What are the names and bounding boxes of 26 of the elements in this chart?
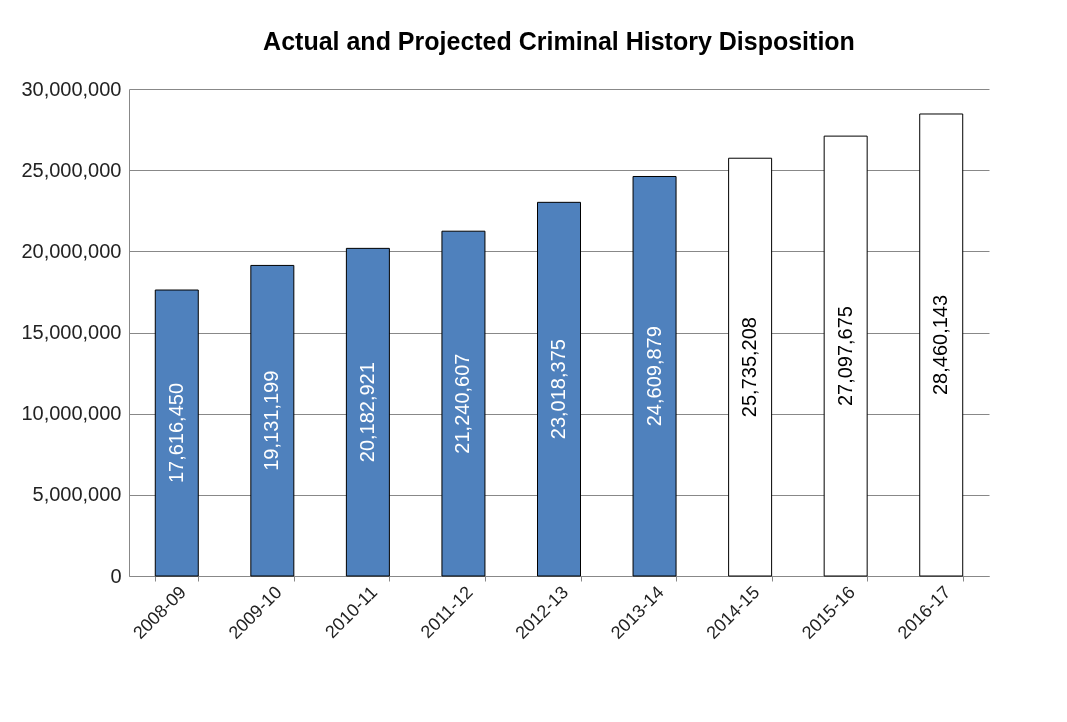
data-label: 17,616,450 bbox=[164, 382, 187, 484]
y-tick-label: 15,000,000 bbox=[21, 321, 122, 343]
data-label: 25,735,208 bbox=[738, 317, 761, 418]
data-label: 19,131,199 bbox=[260, 370, 283, 471]
bar bbox=[345, 247, 390, 577]
bar bbox=[632, 176, 677, 577]
bar bbox=[250, 264, 295, 577]
data-label: 28,460,143 bbox=[929, 294, 952, 396]
data-label: 27,097,675 bbox=[833, 306, 856, 407]
y-tick-label: 25,000,000 bbox=[21, 158, 122, 181]
bar bbox=[154, 289, 199, 577]
bar bbox=[728, 157, 773, 577]
y-tick-label: 20,000,000 bbox=[21, 239, 122, 262]
y-tick-label: 30,000,000 bbox=[21, 77, 122, 100]
data-label: 21,240,607 bbox=[451, 353, 474, 454]
y-tick-label: 0 bbox=[110, 564, 122, 587]
bar bbox=[537, 201, 581, 577]
bar bbox=[441, 230, 486, 577]
data-label: 24,609,879 bbox=[642, 326, 665, 427]
bar bbox=[919, 113, 964, 577]
chart-title: Actual and Projected Criminal History Disposition bbox=[263, 27, 855, 55]
data-label: 23,018,375 bbox=[547, 339, 569, 440]
data-label: 20,182,921 bbox=[355, 362, 378, 463]
y-tick-label: 5,000,000 bbox=[32, 483, 122, 506]
bar bbox=[823, 135, 868, 577]
y-tick-label: 10,000,000 bbox=[21, 402, 122, 425]
